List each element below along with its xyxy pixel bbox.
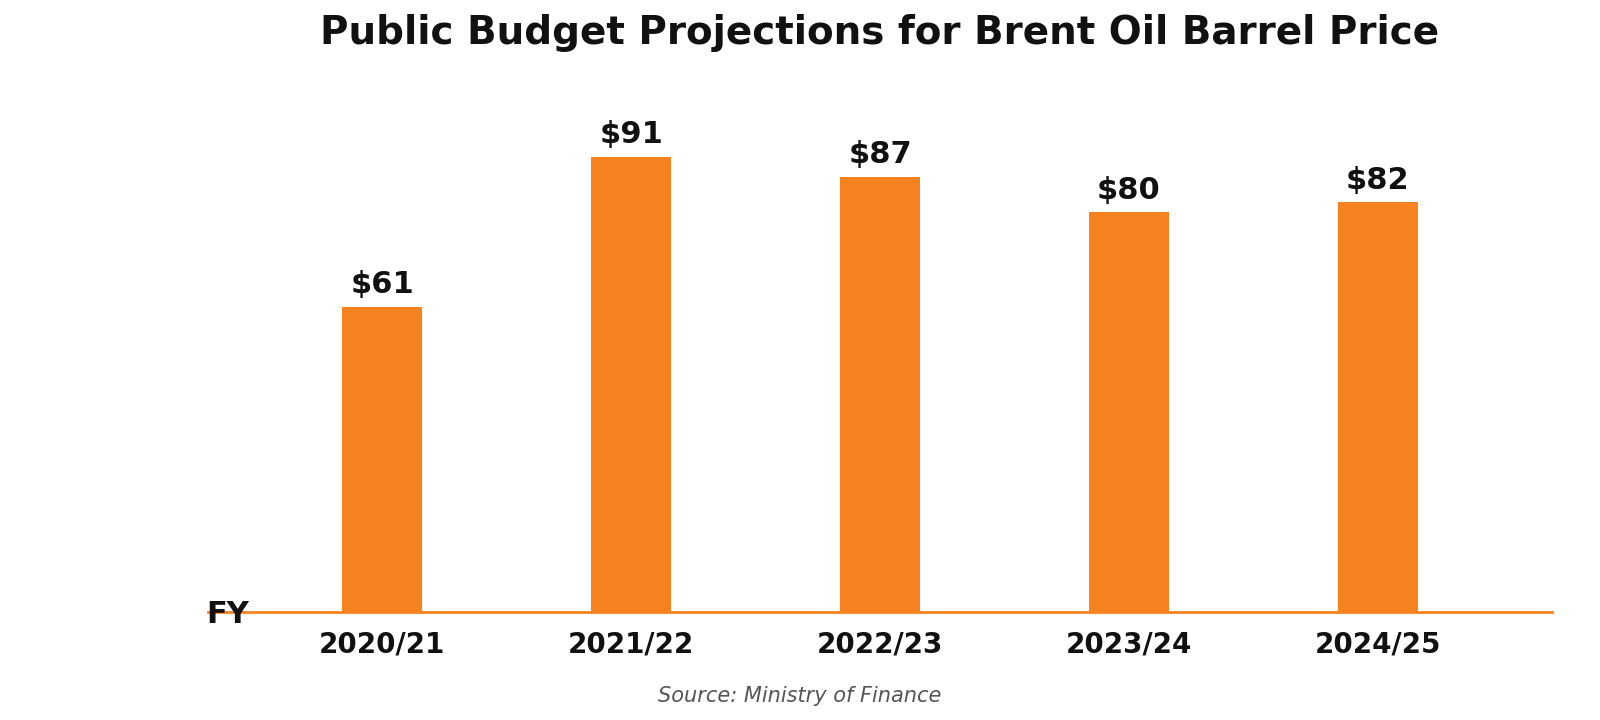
Bar [342, 307, 422, 612]
Text: $61: $61 [350, 271, 414, 300]
Bar [1338, 202, 1418, 612]
Text: $82: $82 [1346, 166, 1410, 194]
Bar [1090, 212, 1168, 612]
Text: $80: $80 [1098, 176, 1160, 204]
Bar [840, 177, 920, 612]
Text: $87: $87 [848, 140, 912, 169]
Text: FY: FY [206, 600, 250, 629]
Text: $91: $91 [598, 120, 662, 150]
Bar [592, 157, 670, 612]
Title: Public Budget Projections for Brent Oil Barrel Price: Public Budget Projections for Brent Oil … [320, 14, 1440, 53]
Text: Source: Ministry of Finance: Source: Ministry of Finance [658, 685, 942, 706]
